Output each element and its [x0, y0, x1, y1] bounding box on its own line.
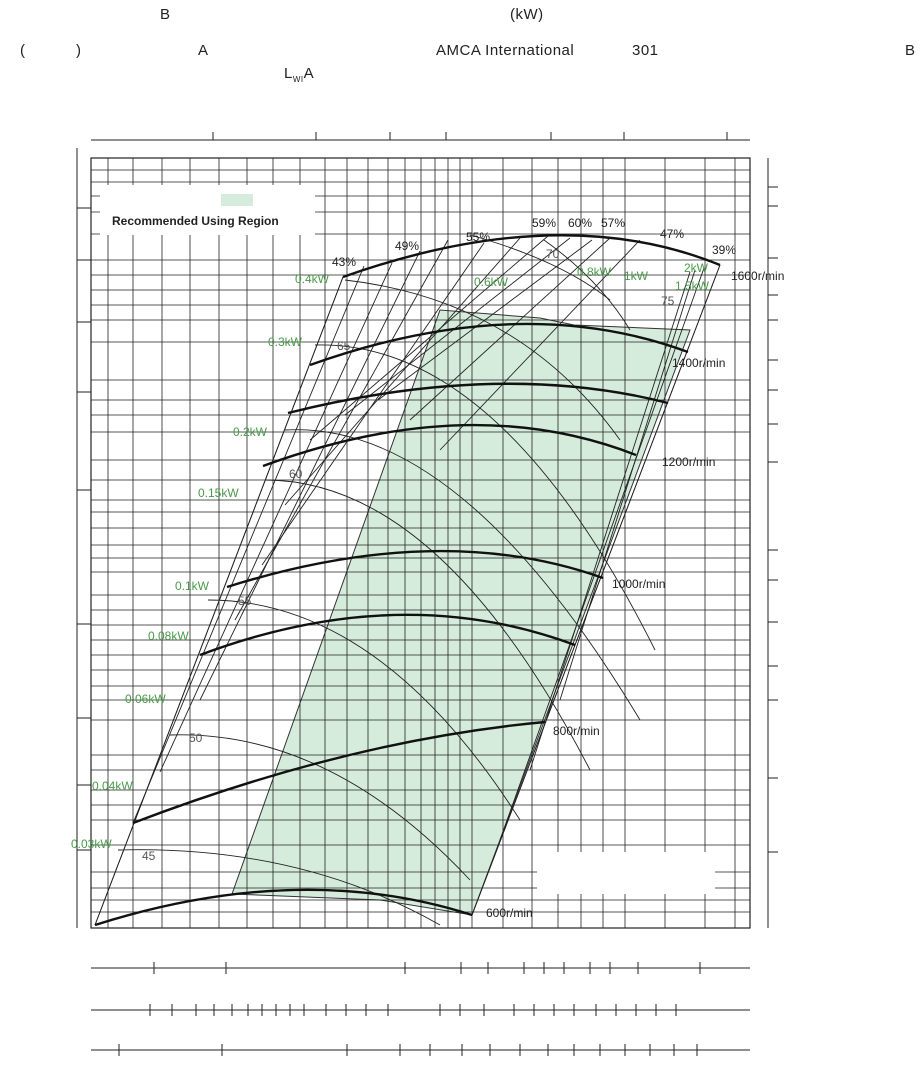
efficiency-label: 60%: [568, 216, 592, 230]
efficiency-label: 59%: [532, 216, 556, 230]
legend-swatch: [221, 194, 253, 206]
speed-label: 1400r/min: [672, 356, 725, 370]
efficiency-label: 55%: [466, 230, 490, 244]
header-text-a: A: [198, 42, 209, 59]
power-label: 1kW: [624, 269, 649, 283]
efficiency-line: [529, 271, 691, 771]
efficiency-line: [439, 239, 641, 451]
efficiency-label: 43%: [332, 255, 356, 269]
noise-label: 50: [189, 731, 203, 745]
header-paren-open: (: [20, 42, 26, 59]
header-text-b2: B: [905, 42, 916, 59]
efficiency-line: [344, 237, 571, 416]
speed-label: 1000r/min: [612, 577, 665, 591]
efficiency-label: 39%: [712, 243, 736, 257]
speed-label: 800r/min: [553, 724, 600, 738]
speed-curve: [226, 549, 604, 589]
chart-frame: [90, 157, 751, 929]
speed-curves: [94, 234, 721, 927]
blank-box: [537, 852, 715, 894]
efficiency-line: [284, 237, 521, 506]
speed-curve: [262, 423, 637, 468]
header-amca: AMCA International: [436, 42, 575, 59]
speed-label: 600r/min: [486, 906, 533, 920]
header-text-kw: (kW): [510, 6, 544, 23]
power-label: 0.1kW: [175, 579, 210, 593]
speed-curve: [342, 234, 721, 279]
efficiency-line: [309, 235, 549, 441]
noise-arc: [543, 239, 631, 331]
legend-label: Recommended Using Region: [112, 214, 279, 228]
power-label: 0.4kW: [295, 272, 330, 286]
speed-curve: [132, 720, 546, 825]
efficiency-line: [261, 242, 485, 566]
chart-axes: [76, 132, 778, 1056]
efficiency-label: 49%: [395, 239, 419, 253]
header-text-b: B: [160, 6, 171, 23]
noise-label: 70: [546, 247, 560, 261]
header-301: 301: [632, 42, 659, 59]
speed-label: 1200r/min: [662, 455, 715, 469]
noise-arc: [264, 479, 591, 771]
speed-curve: [94, 888, 473, 927]
noise-arc: [344, 279, 621, 441]
noise-label: 65: [337, 339, 351, 353]
power-label: 0.06kW: [125, 692, 166, 706]
noise-label: 60: [289, 467, 303, 481]
power-label: 0.8kW: [577, 265, 612, 279]
power-label: 0.6kW: [474, 275, 509, 289]
recommended-region: [231, 309, 691, 916]
efficiency-line: [199, 250, 421, 701]
power-label: 0.15kW: [198, 486, 239, 500]
power-label: 0.03kW: [71, 837, 112, 851]
efficiency-label: 57%: [601, 216, 625, 230]
noise-label: 75: [661, 294, 675, 308]
right-boundary: [471, 264, 721, 916]
legend-box: [100, 185, 315, 235]
noise-arc: [169, 734, 471, 881]
power-label: 1.5kW: [675, 279, 710, 293]
power-label: 0.04kW: [92, 779, 133, 793]
power-label: 0.2kW: [233, 425, 268, 439]
noise-arc: [314, 344, 656, 651]
noise-arc: [207, 599, 521, 821]
power-label: 0.08kW: [148, 629, 189, 643]
noise-label: 45: [142, 849, 156, 863]
efficiency-line: [559, 269, 696, 701]
noise-arc: [117, 849, 441, 926]
efficiency-line: [409, 237, 611, 421]
noise-arcs: [117, 234, 656, 926]
speed-curve: [199, 613, 576, 657]
left-boundary: [94, 276, 344, 926]
power-label: 0.3kW: [268, 335, 303, 349]
speed-label: 1600r/min: [731, 269, 784, 283]
efficiency-line: [234, 239, 449, 621]
noise-label: 55: [238, 594, 252, 608]
header-lwa: LWIA: [284, 65, 315, 84]
speed-curve: [287, 382, 669, 415]
noise-arc: [284, 429, 641, 721]
power-label: 2kW: [684, 261, 709, 275]
efficiency-label: 47%: [660, 227, 684, 241]
speed-curve: [309, 322, 689, 367]
header-paren-close: ): [76, 42, 82, 59]
chart-grid: [91, 158, 750, 928]
